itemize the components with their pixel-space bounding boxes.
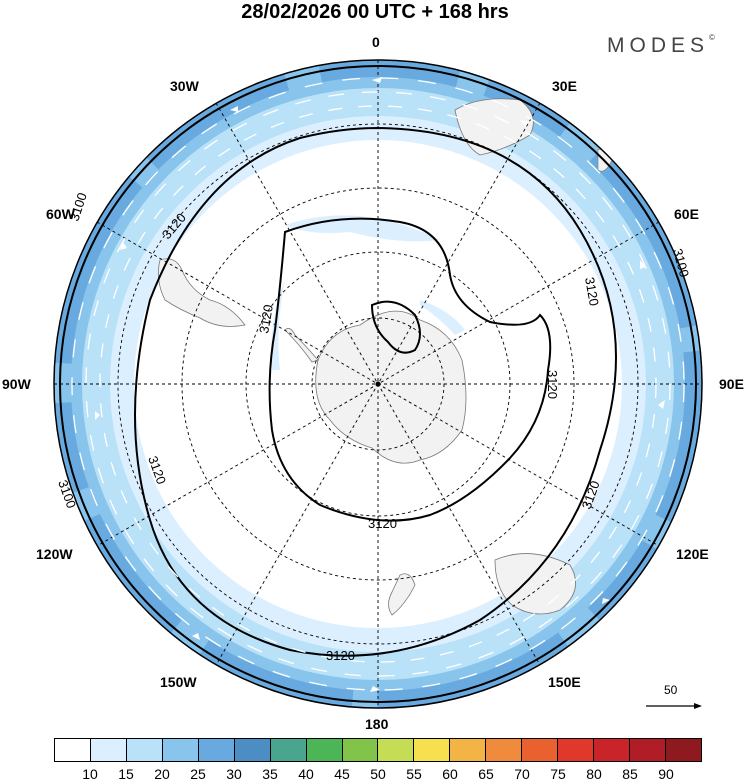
colorbar-cell — [342, 739, 379, 761]
colorbar-tick-label: 15 — [118, 766, 134, 782]
colorbar-tick-label: 55 — [406, 766, 422, 782]
colorbar-tick-label: 30 — [226, 766, 242, 782]
colorbar-tick-label: 35 — [262, 766, 278, 782]
colorbar-tick-label: 90 — [658, 766, 674, 782]
contour-label: 3120 — [545, 370, 560, 399]
wind-arrowhead — [370, 686, 380, 692]
colorbar-cell — [55, 739, 91, 761]
colorbar-tick-label: 65 — [478, 766, 494, 782]
colorbar-cell — [450, 739, 487, 761]
colorbar-cell — [162, 739, 199, 761]
wind-arrowhead — [640, 260, 646, 269]
lon-label-90e: 90E — [719, 376, 744, 392]
contour-label: 3120 — [256, 303, 276, 334]
colorbar-cell — [665, 739, 701, 761]
map-border — [53, 59, 703, 709]
contour-3100 — [59, 65, 697, 703]
wind-streak — [71, 77, 685, 691]
colorbar-tick-label: 10 — [82, 766, 98, 782]
lon-label-180: 180 — [365, 716, 389, 732]
colorbar-tick-label: 85 — [622, 766, 638, 782]
wind-arrowhead — [95, 411, 100, 420]
reference-vector-label: 50 — [664, 683, 678, 697]
lon-label-30e: 30E — [552, 78, 577, 94]
polar-map: 3100 3100 3100 3120 3120 3120 3120 3120 … — [53, 59, 703, 709]
south-america — [157, 258, 246, 327]
lon-label-0: 0 — [372, 34, 380, 50]
new-zealand — [388, 573, 416, 616]
colorbar-tick-label: 50 — [370, 766, 386, 782]
colorbar-tick-label: 70 — [514, 766, 530, 782]
antarctica — [315, 310, 467, 464]
lon-label-90w: 90W — [2, 376, 31, 392]
contour-3120-inner — [268, 217, 552, 522]
reference-vector-head — [694, 703, 702, 709]
contour-3120-outer — [134, 126, 617, 657]
lon-label-120w: 120W — [36, 546, 73, 562]
colorbar-cell — [306, 739, 343, 761]
colorbar-cell — [414, 739, 451, 761]
wind-patch — [271, 280, 285, 370]
contour-3120-small — [370, 300, 421, 354]
colorbar-tick-label: 20 — [154, 766, 170, 782]
brand-logo: MODES© — [607, 33, 715, 57]
wind-arrowhead — [658, 400, 665, 409]
colorbar-cell — [234, 739, 271, 761]
colorbar-tick-label: 75 — [550, 766, 566, 782]
contour-label: 3120 — [368, 516, 397, 531]
contour-label: 3100 — [670, 247, 692, 279]
colorbar-ticks: 10 15 20 25 30 35 40 45 50 55 60 65 70 75 80 85 90 — [54, 766, 702, 782]
wind-arrowhead — [520, 120, 529, 127]
colorbar-cell — [90, 739, 127, 761]
wind-arrowhead — [372, 77, 382, 83]
wind-arrowhead — [230, 106, 238, 112]
antarctic-peninsula — [284, 327, 319, 363]
colorbar-cell — [486, 739, 523, 761]
wind-streak — [85, 91, 671, 677]
colorbar-tick-label: 40 — [298, 766, 314, 782]
colorbar-cell — [594, 739, 630, 761]
pole-dot — [375, 381, 381, 387]
wind-patch — [420, 300, 465, 335]
colorbar-tick-label: 25 — [190, 766, 206, 782]
latitude-circle — [181, 187, 575, 581]
colorbar-tick-label: 60 — [442, 766, 458, 782]
colorbar-cell — [630, 739, 666, 761]
lon-label-120e: 120E — [676, 546, 709, 562]
lon-label-60e: 60E — [674, 206, 699, 222]
colorbar-cell — [522, 739, 559, 761]
wind-arrowhead — [602, 598, 610, 604]
wind-streak — [99, 105, 657, 663]
contour-label: 3120 — [326, 648, 355, 663]
lon-label-30w: 30W — [170, 78, 199, 94]
lon-label-150e: 150E — [548, 674, 581, 690]
colorbar-tick-label: 80 — [586, 766, 602, 782]
colorbar-cell — [378, 739, 415, 761]
colorbar-cell — [270, 739, 307, 761]
contour-label: 3120 — [582, 276, 602, 307]
lon-label-60w: 60W — [46, 206, 75, 222]
wind-speed-colorbar — [54, 738, 702, 762]
colorbar-cell — [126, 739, 163, 761]
australia — [494, 553, 577, 615]
map-title: 28/02/2026 00 UTC + 168 hrs — [241, 1, 509, 23]
colorbar-tick-label: 45 — [334, 766, 350, 782]
wind-arrowhead — [120, 242, 127, 250]
colorbar-cell — [198, 739, 235, 761]
wind-arrowhead — [192, 633, 200, 640]
lon-label-150w: 150W — [160, 674, 197, 690]
colorbar-cell — [558, 739, 595, 761]
